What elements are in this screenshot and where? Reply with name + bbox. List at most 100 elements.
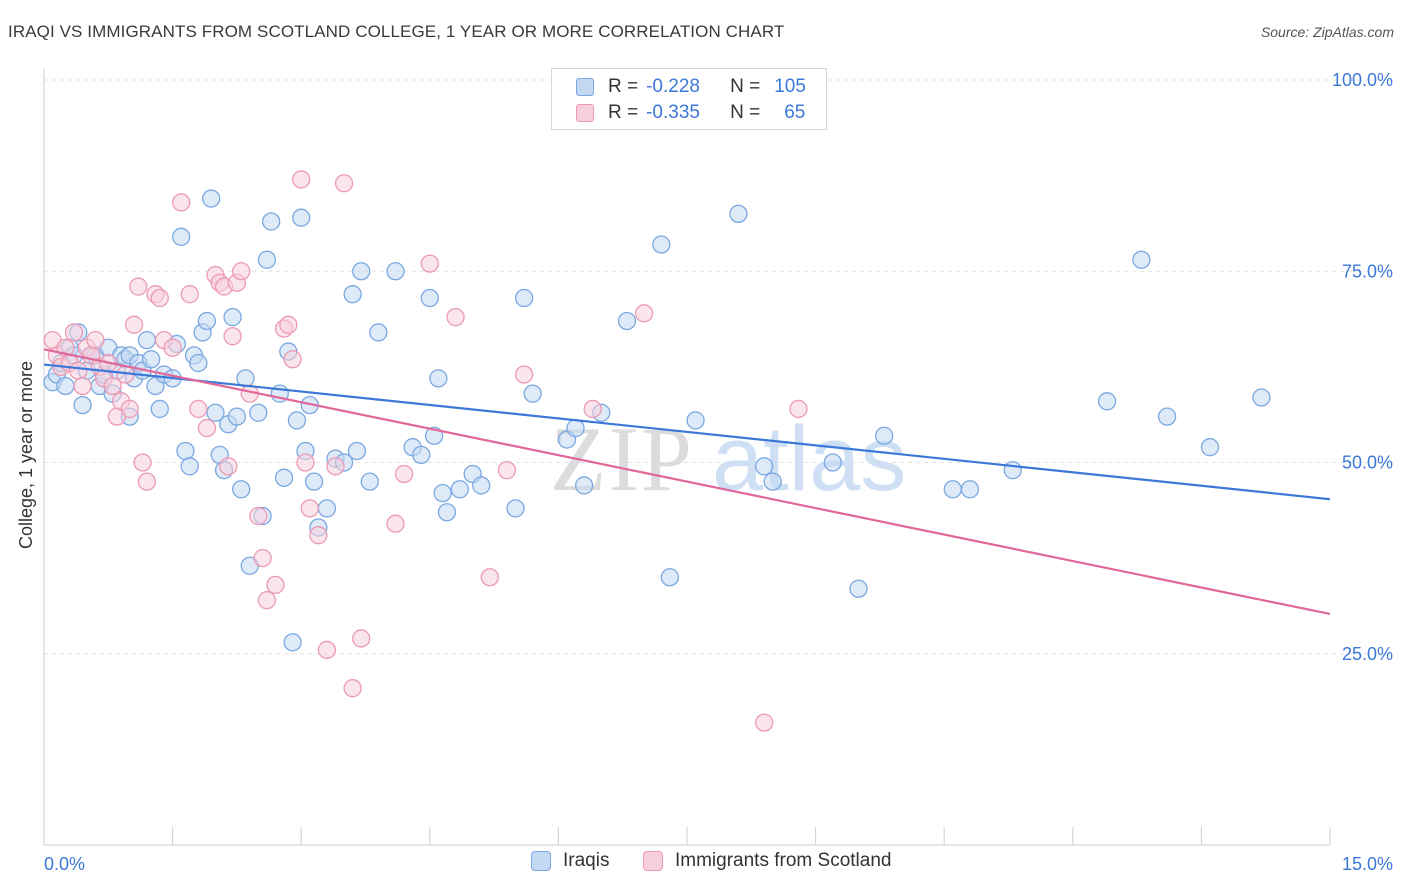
point-iraqis <box>202 189 221 208</box>
n-value: 105 <box>774 76 806 97</box>
point-iraqis <box>433 483 452 503</box>
r-value: -0.228 <box>646 76 700 97</box>
point-iraqis <box>227 407 247 426</box>
x-tick-label: 15.0% <box>1342 854 1393 874</box>
point-scotland <box>137 472 157 491</box>
n-label: N = <box>730 102 761 123</box>
point-scotland <box>86 330 105 350</box>
r-label: R = <box>608 102 639 123</box>
point-iraqis <box>352 262 371 281</box>
stats-row-scotland: R = -0.335 N = 65 <box>552 100 805 126</box>
point-iraqis <box>317 499 337 518</box>
point-iraqis <box>292 208 311 227</box>
point-iraqis <box>287 411 307 430</box>
point-iraqis <box>566 418 585 438</box>
point-scotland <box>103 376 122 396</box>
point-scotland <box>343 679 362 698</box>
trend-lines <box>43 348 1331 616</box>
point-iraqis <box>197 311 217 331</box>
point-iraqis <box>386 262 405 281</box>
point-scotland <box>257 591 277 610</box>
point-scotland <box>386 514 405 533</box>
trendline-scotland <box>43 348 1331 616</box>
watermark-atlas: atlas <box>712 408 906 510</box>
point-scotland <box>497 460 517 480</box>
point-scotland <box>120 399 139 419</box>
point-iraqis <box>223 307 242 327</box>
point-iraqis <box>206 403 225 422</box>
point-iraqis <box>652 235 671 254</box>
point-iraqis <box>1157 407 1177 426</box>
point-scotland <box>296 453 315 472</box>
point-scotland <box>73 376 92 396</box>
legend-label: Immigrants from Scotland <box>675 850 892 871</box>
point-iraqis <box>360 472 379 491</box>
point-scotland <box>124 315 144 334</box>
point-iraqis <box>232 480 251 499</box>
tick-labels: 100.0% 75.0% 50.0% 25.0% 0.0% 15.0% <box>44 70 1393 874</box>
point-iraqis <box>617 311 637 331</box>
point-iraqis <box>180 457 199 476</box>
point-scotland <box>266 575 285 595</box>
point-iraqis <box>523 384 542 403</box>
point-iraqis <box>1097 392 1117 411</box>
point-iraqis <box>823 453 842 472</box>
point-scotland <box>292 170 311 189</box>
point-iraqis <box>142 350 161 369</box>
point-iraqis <box>574 476 594 495</box>
point-iraqis <box>849 579 868 598</box>
point-iraqis <box>472 476 491 495</box>
axes <box>43 68 1331 846</box>
point-iraqis <box>875 426 894 445</box>
point-iraqis <box>137 330 157 350</box>
point-scotland <box>755 713 774 732</box>
point-scotland <box>223 327 242 346</box>
point-iraqis <box>960 480 980 499</box>
point-scotland <box>197 418 217 438</box>
point-scotland <box>446 307 465 327</box>
point-scotland <box>129 277 148 296</box>
chart-title: IRAQI VS IMMIGRANTS FROM SCOTLAND COLLEG… <box>8 22 785 41</box>
legend-label: Iraqis <box>563 850 610 871</box>
point-iraqis <box>420 288 439 308</box>
point-iraqis <box>450 480 469 499</box>
point-iraqis <box>304 472 324 491</box>
point-scotland <box>480 568 499 587</box>
point-scotland <box>394 464 414 484</box>
point-iraqis <box>686 411 705 430</box>
point-scotland <box>180 285 199 304</box>
point-scotland <box>309 526 328 545</box>
point-scotland <box>232 262 251 281</box>
stats-row-iraqis: R = -0.228 N = 105 <box>552 74 806 100</box>
point-scotland <box>69 361 88 380</box>
point-scotland <box>789 399 808 419</box>
y-tick-label: 50.0% <box>1342 453 1393 473</box>
point-scotland <box>64 323 84 342</box>
point-scotland <box>189 399 208 419</box>
point-scotland <box>300 499 319 518</box>
point-iraqis <box>257 250 277 269</box>
legend-item-scotland[interactable]: Immigrants from Scotland <box>643 850 891 872</box>
legend-item-iraqis[interactable]: Iraqis <box>531 850 609 872</box>
legend-swatch-pink <box>643 851 663 871</box>
y-axis-label: College, 1 year or more <box>16 361 36 549</box>
series-legend: Iraqis Immigrants from Scotland <box>0 850 1406 878</box>
point-scotland <box>317 640 337 660</box>
point-scotland <box>172 193 191 212</box>
point-iraqis <box>437 503 457 522</box>
point-iraqis <box>73 395 92 415</box>
point-scotland <box>420 254 439 273</box>
point-scotland <box>133 453 152 472</box>
point-iraqis <box>1200 438 1220 457</box>
point-iraqis <box>274 468 294 487</box>
y-tick-label: 100.0% <box>1332 70 1393 90</box>
point-scotland <box>283 350 302 369</box>
point-iraqis <box>506 499 525 518</box>
source-label: Source: ZipAtlas.com <box>1260 24 1394 40</box>
point-scotland <box>279 315 298 334</box>
point-iraqis <box>943 480 962 499</box>
y-tick-label: 25.0% <box>1342 644 1393 664</box>
point-iraqis <box>755 457 774 476</box>
point-iraqis <box>176 441 195 461</box>
point-scotland <box>352 629 371 648</box>
